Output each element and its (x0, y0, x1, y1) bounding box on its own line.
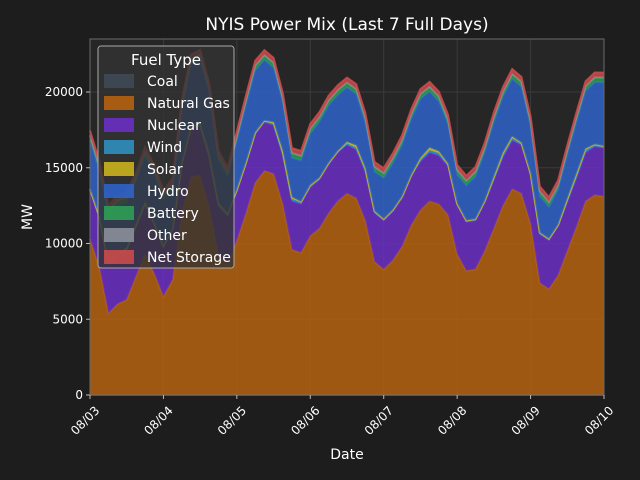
legend-swatch-wind (104, 140, 134, 154)
legend-items: Coal Natural Gas Nuclear Wind Solar Hydro Batt… (104, 74, 231, 266)
area-net-storage (90, 49, 604, 211)
legend: Fuel Type Coal Natural Gas Nuclear Wind Sola… (97, 45, 235, 269)
chart-title: NYIS Power Mix (Last 7 Full Days) (205, 15, 488, 35)
legend-swatch-hydro (104, 184, 134, 198)
legend-label-solar: Solar (147, 162, 183, 178)
area-natural-gas (90, 170, 604, 395)
legend-swatch-solar (104, 162, 134, 176)
legend-swatch-coal (104, 74, 134, 88)
legend-title: Fuel Type (131, 51, 201, 69)
y-tick-label: 5000 (52, 312, 83, 326)
y-tick-label: 20000 (45, 85, 83, 99)
legend-label-natural-gas: Natural Gas (147, 96, 230, 112)
legend-swatch-nuclear (104, 118, 134, 132)
legend-label-hydro: Hydro (147, 184, 189, 200)
legend-swatch-other (104, 228, 134, 242)
plot-frame (89, 38, 605, 396)
y-tick-label: 0 (75, 388, 83, 402)
legend-label-wind: Wind (147, 140, 182, 156)
legend-swatch-natural-gas (104, 96, 134, 110)
legend-label-coal: Coal (147, 74, 178, 90)
legend-swatch-net-storage (104, 250, 134, 264)
legend-label-other: Other (147, 228, 187, 244)
area-hydro (90, 59, 604, 263)
area-nuclear (90, 122, 604, 314)
legend-label-net-storage: Net Storage (147, 250, 231, 266)
legend-label-nuclear: Nuclear (147, 118, 201, 134)
area-battery (90, 55, 604, 216)
y-axis: 0 5000 10000 15000 20000 (45, 85, 90, 402)
y-axis-label: MW (20, 204, 36, 230)
y-tick-label: 10000 (45, 237, 83, 251)
y-tick-label: 15000 (45, 161, 83, 175)
x-axis-label: Date (330, 447, 363, 463)
legend-swatch-battery (104, 206, 134, 220)
legend-label-battery: Battery (147, 206, 199, 222)
